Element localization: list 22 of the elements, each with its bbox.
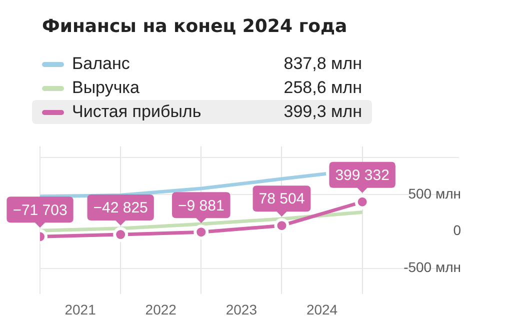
x-tick-label: 2021 [64, 301, 96, 318]
legend-label: Баланс [72, 54, 131, 74]
y-tick-label: 0 [453, 222, 462, 238]
x-tick-label: 2023 [226, 301, 258, 318]
legend-label: Чистая прибыль [72, 102, 202, 122]
text: 837,8 млн [282, 54, 362, 74]
legend-label: Выручка [72, 78, 140, 98]
point [274, 218, 290, 234]
x-tick-label: 2022 [145, 301, 177, 318]
annotation: −42 825 [93, 200, 148, 217]
annotation: 399 332 [335, 167, 390, 184]
text: 258,6 млн [282, 78, 362, 98]
text: 399,3 млн [282, 102, 362, 122]
y-tick-label: -500 млн [404, 259, 461, 276]
annotation: −71 703 [12, 202, 68, 219]
point [194, 224, 209, 240]
point [113, 227, 128, 242]
x-tick-label: 2024 [306, 301, 338, 318]
chart-title: Финансы на конец 2024 года [41, 15, 348, 39]
annotation: 78 504 [258, 190, 305, 208]
y-tick-label: 500 млн [408, 185, 461, 202]
annotation: −9 881 [178, 197, 224, 214]
